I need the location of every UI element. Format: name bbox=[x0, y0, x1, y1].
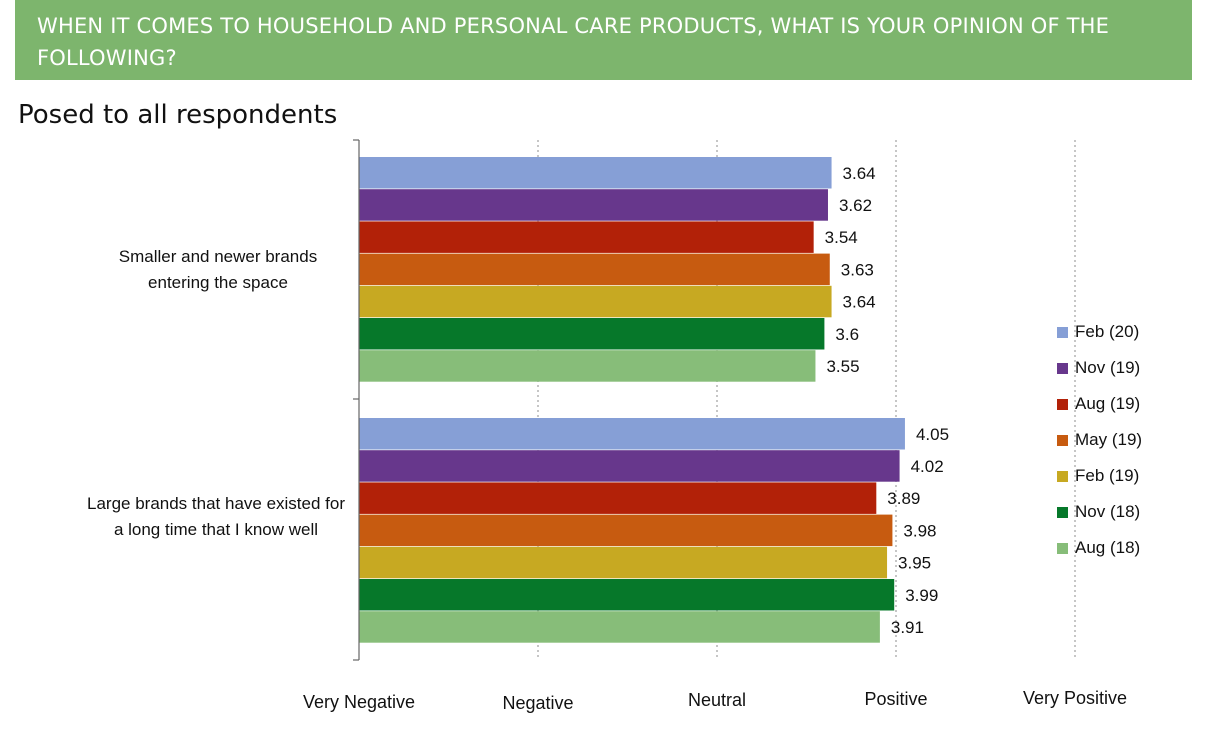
data-label: 3.95 bbox=[898, 554, 931, 573]
bar bbox=[359, 221, 814, 253]
legend-label: Feb (20) bbox=[1075, 322, 1140, 341]
legend-swatch bbox=[1057, 542, 1068, 554]
data-label: 3.99 bbox=[905, 586, 938, 605]
data-label: 4.02 bbox=[911, 457, 944, 476]
legend-label: Aug (18) bbox=[1075, 538, 1141, 557]
legend-label: Nov (18) bbox=[1075, 502, 1141, 521]
bar bbox=[359, 418, 905, 450]
legend-label: Aug (19) bbox=[1075, 394, 1141, 413]
x-tick-label: Very Negative bbox=[303, 692, 415, 712]
question-title: WHEN IT COMES TO HOUSEHOLD AND PERSONAL … bbox=[37, 14, 1110, 70]
chart-legend: Feb (20) Nov (19) Aug (19) May (19) Feb … bbox=[1057, 314, 1142, 566]
data-label: 3.63 bbox=[841, 260, 874, 279]
legend-swatch bbox=[1057, 398, 1068, 410]
bar bbox=[359, 546, 888, 579]
legend-item: Aug (19) bbox=[1057, 386, 1142, 422]
x-tick-label: Very Positive bbox=[1023, 688, 1127, 708]
legend-item: Nov (19) bbox=[1057, 350, 1142, 386]
bar bbox=[359, 253, 830, 286]
category-label-smaller-brands: Smaller and newer brands entering the sp… bbox=[118, 247, 318, 292]
data-label: 3.6 bbox=[835, 325, 859, 344]
x-tick-label: Positive bbox=[864, 689, 927, 709]
bar bbox=[359, 350, 816, 382]
header-banner: WHEN IT COMES TO HOUSEHOLD AND PERSONAL … bbox=[15, 0, 1192, 80]
bar bbox=[359, 157, 832, 189]
x-tick-label: Negative bbox=[502, 693, 573, 713]
data-label: 3.64 bbox=[843, 293, 876, 312]
legend-label: Feb (19) bbox=[1075, 466, 1140, 485]
data-label: 3.55 bbox=[826, 357, 859, 376]
bar bbox=[359, 514, 893, 547]
data-label: 3.62 bbox=[839, 196, 872, 215]
bar bbox=[359, 482, 877, 514]
legend-item: Aug (18) bbox=[1057, 530, 1142, 566]
data-label: 3.89 bbox=[887, 489, 920, 508]
bar bbox=[359, 318, 825, 350]
bar bbox=[359, 579, 895, 611]
bar bbox=[359, 189, 828, 221]
legend-swatch bbox=[1057, 470, 1068, 482]
legend-swatch bbox=[1057, 506, 1068, 518]
x-tick-label: Neutral bbox=[688, 690, 746, 710]
subtitle: Posed to all respondents bbox=[18, 100, 338, 130]
bar bbox=[359, 285, 832, 318]
data-label: 3.91 bbox=[891, 618, 924, 637]
legend-item: May (19) bbox=[1057, 422, 1142, 458]
legend-item: Nov (18) bbox=[1057, 494, 1142, 530]
legend-label: Nov (19) bbox=[1075, 358, 1141, 377]
category-label-large-brands: Large brands that have existed for a lon… bbox=[87, 494, 345, 539]
bar bbox=[359, 450, 900, 482]
legend-swatch bbox=[1057, 326, 1068, 338]
data-label: 3.54 bbox=[825, 228, 858, 247]
data-label: 4.05 bbox=[916, 425, 949, 444]
legend-item: Feb (19) bbox=[1057, 458, 1142, 494]
legend-swatch bbox=[1057, 362, 1068, 374]
legend-label: May (19) bbox=[1075, 430, 1143, 449]
data-label: 3.98 bbox=[903, 521, 936, 540]
bar bbox=[359, 611, 880, 643]
data-label: 3.64 bbox=[843, 164, 876, 183]
legend-swatch bbox=[1057, 434, 1068, 446]
legend-item: Feb (20) bbox=[1057, 314, 1142, 350]
